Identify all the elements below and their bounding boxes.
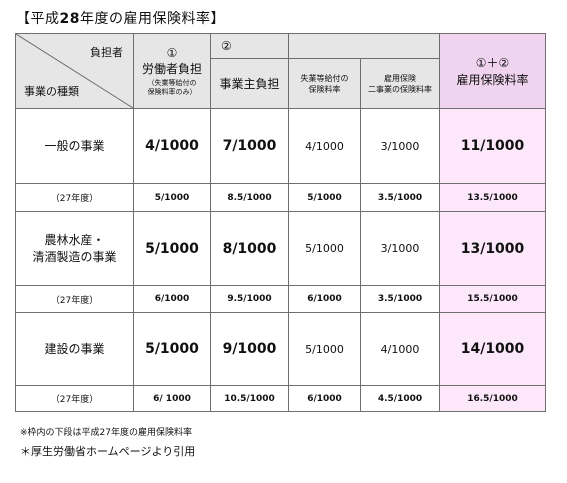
- previous-year-label: （27年度）: [15, 183, 134, 212]
- previous-worker: 6/1000: [133, 285, 211, 313]
- table-row: 建設の事業 5/1000 9/1000 5/1000 4/1000 14/100…: [15, 312, 546, 386]
- current-two-services: 3/1000: [360, 211, 440, 286]
- header-employer: 事業主負担: [210, 58, 289, 109]
- previous-total: 13.5/1000: [439, 183, 546, 212]
- previous-unemployment: 5/1000: [288, 183, 361, 212]
- previous-two-services: 3.5/1000: [360, 285, 440, 313]
- current-employer: 7/1000: [210, 108, 289, 184]
- header-two-services: 雇用保険 二事業の保険料率: [360, 58, 440, 109]
- previous-employer: 10.5/1000: [210, 385, 289, 412]
- current-worker: 5/1000: [133, 312, 211, 386]
- previous-two-services: 3.5/1000: [360, 183, 440, 212]
- category-agriculture: 農林水産・ 清酒製造の事業: [15, 211, 134, 286]
- header-row-bottom: 事業主負担 失業等給付の 保険料率 雇用保険 二事業の保険料率: [16, 58, 546, 109]
- previous-total: 15.5/1000: [439, 285, 546, 313]
- table-row: （27年度） 5/1000 8.5/1000 5/1000 3.5/1000 1…: [15, 183, 546, 212]
- previous-two-services: 4.5/1000: [360, 385, 440, 412]
- previous-unemployment: 6/1000: [288, 385, 361, 412]
- total-circle-number: ①＋②: [475, 56, 510, 70]
- worker-label: 労働者負担: [141, 61, 202, 76]
- current-unemployment: 5/1000: [288, 312, 361, 386]
- table-row: 農林水産・ 清酒製造の事業 5/1000 8/1000 5/1000 3/100…: [15, 211, 546, 286]
- current-total: 13/1000: [439, 211, 546, 286]
- header-worker: ① 労働者負担 （失業等給付の 保険料率のみ）: [133, 33, 211, 109]
- title-suffix: 年度の雇用保険料率】: [79, 11, 225, 27]
- header-unemployment: 失業等給付の 保険料率: [288, 58, 361, 109]
- previous-worker: 5/1000: [133, 183, 211, 212]
- source-citation: ＊厚生労働省ホームページより引用: [20, 445, 196, 458]
- table-row: （27年度） 6/ 1000 10.5/1000 6/1000 4.5/1000…: [15, 385, 546, 412]
- worker-note-line1: （失業等給付の: [147, 78, 197, 87]
- table-row: （27年度） 6/1000 9.5/1000 6/1000 3.5/1000 1…: [15, 285, 546, 313]
- previous-year-label: （27年度）: [15, 385, 134, 412]
- current-worker: 5/1000: [133, 211, 211, 286]
- previous-total: 16.5/1000: [439, 385, 546, 412]
- corner-label-business-type: 事業の種類: [24, 85, 79, 98]
- previous-unemployment: 6/1000: [288, 285, 361, 313]
- previous-worker: 6/ 1000: [133, 385, 211, 412]
- header-employer-circle: ②: [210, 33, 289, 59]
- current-worker: 4/1000: [133, 108, 211, 184]
- title-year: 28: [59, 11, 80, 27]
- previous-employer: 9.5/1000: [210, 285, 289, 313]
- header-row-top: 負担者 事業の種類 ① 労働者負担 （失業等給付の 保険料率のみ） ② ①＋② …: [15, 33, 546, 109]
- previous-year-label: （27年度）: [15, 285, 134, 313]
- previous-employer: 8.5/1000: [210, 183, 289, 212]
- current-unemployment: 4/1000: [288, 108, 361, 184]
- category-general: 一般の事業: [15, 108, 134, 184]
- corner-label-payer: 負担者: [90, 46, 123, 59]
- total-label: 雇用保険料率: [456, 73, 529, 87]
- table-row: 一般の事業 4/1000 7/1000 4/1000 3/1000 11/100…: [15, 108, 546, 184]
- worker-note-line2: 保険料率のみ）: [147, 87, 197, 96]
- title-prefix: 【平成: [16, 11, 60, 27]
- current-total: 11/1000: [439, 108, 546, 184]
- corner-diagonal-line: [16, 34, 133, 108]
- header-total: ①＋② 雇用保険料率: [439, 33, 546, 109]
- category-construction: 建設の事業: [15, 312, 134, 386]
- page-title: 【平成28年度の雇用保険料率】: [16, 8, 225, 28]
- current-unemployment: 5/1000: [288, 211, 361, 286]
- current-total: 14/1000: [439, 312, 546, 386]
- current-two-services: 4/1000: [360, 312, 440, 386]
- footnote: ※枠内の下段は平成27年度の雇用保険料率: [20, 428, 192, 438]
- current-two-services: 3/1000: [360, 108, 440, 184]
- current-employer: 8/1000: [210, 211, 289, 286]
- current-employer: 9/1000: [210, 312, 289, 386]
- header-employer-spacer: [288, 33, 440, 59]
- rate-table: 負担者 事業の種類 ① 労働者負担 （失業等給付の 保険料率のみ） ② ①＋② …: [15, 33, 546, 412]
- worker-circle-number: ①: [166, 45, 178, 60]
- header-corner: 負担者 事業の種類: [15, 33, 134, 109]
